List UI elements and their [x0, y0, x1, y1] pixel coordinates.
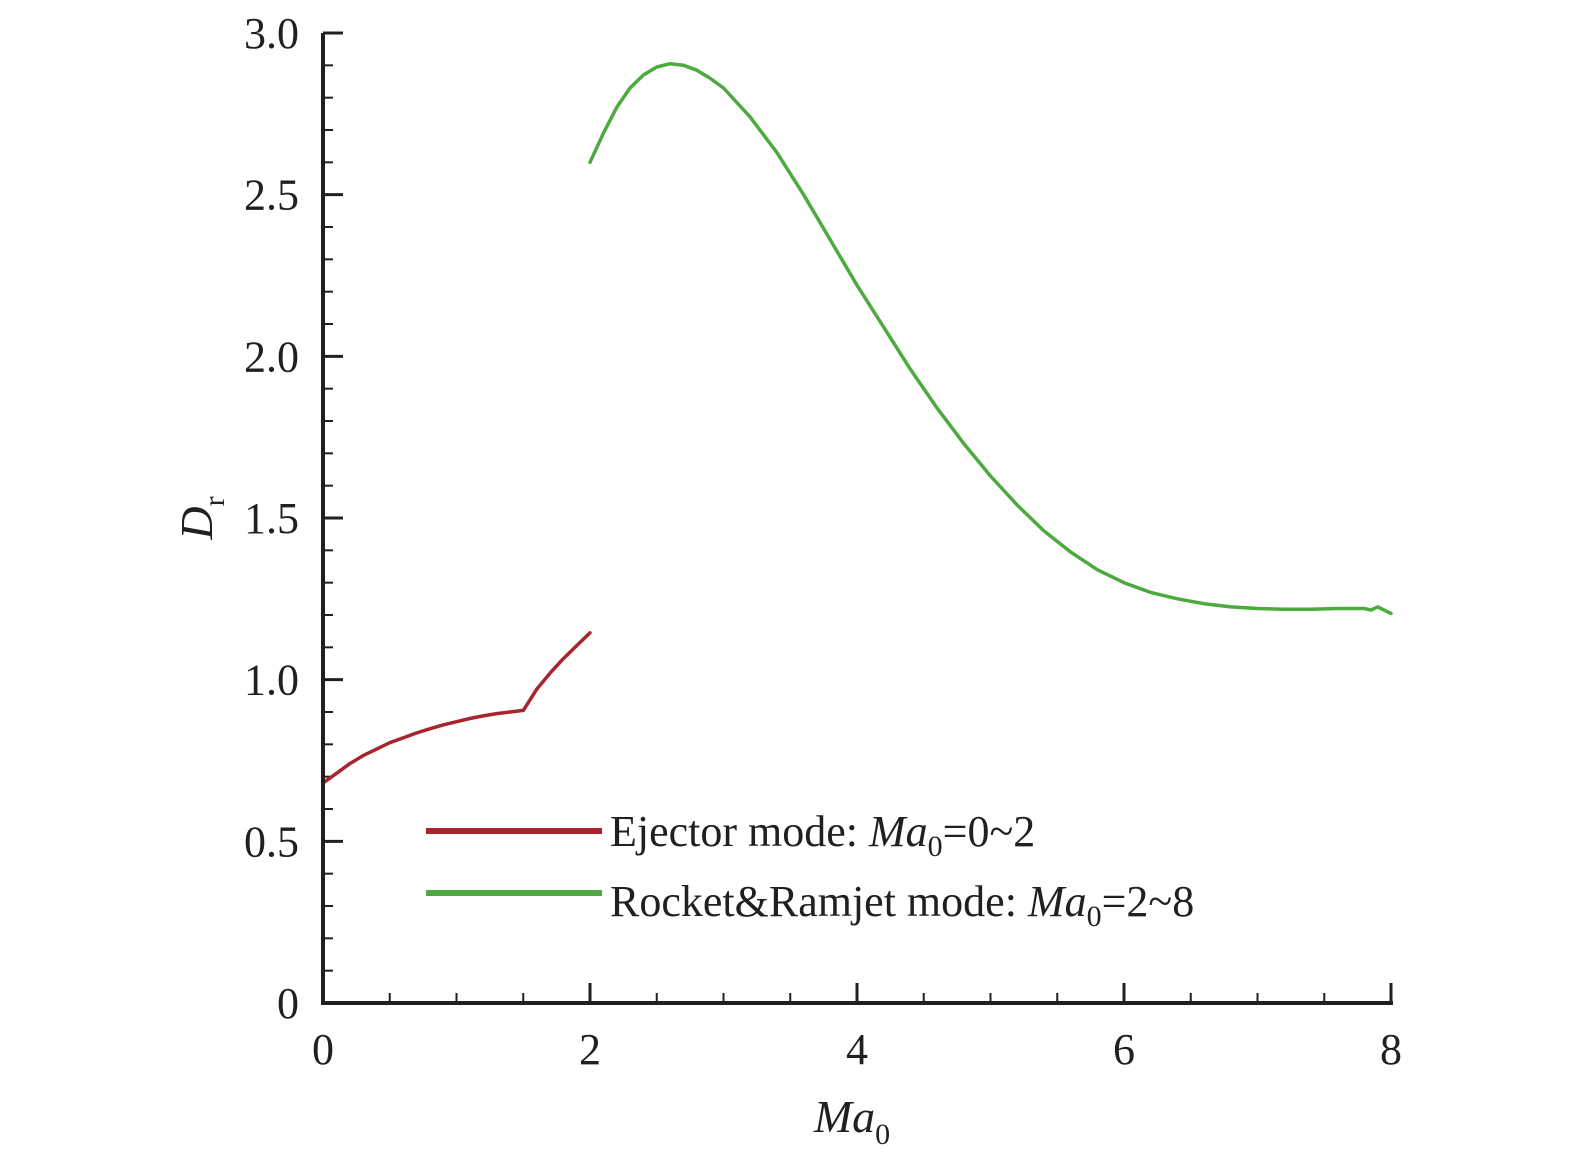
tick-labels: 0 2 4 6 8 0 0.5 1.0 1.5 2.0 2.5 3.0 [244, 9, 1402, 1074]
series-line-ejector [321, 631, 592, 785]
legend-label-rocket-ramjet: Rocket&Ramjet mode: Ma0=2~8 [610, 877, 1194, 933]
series-line-rocket-ramjet [588, 61, 1393, 616]
y-tick-label: 1.5 [244, 494, 299, 543]
x-axis-title-main: Ma [813, 1091, 875, 1142]
x-tick-label: 0 [312, 1025, 334, 1074]
y-tick-label: 0 [277, 979, 299, 1028]
x-tick-label: 6 [1113, 1025, 1135, 1074]
major-ticks [321, 31, 1393, 1005]
x-tick-label: 2 [579, 1025, 601, 1074]
y-tick-label: 2.0 [244, 332, 299, 381]
x-tick-label: 8 [1380, 1025, 1402, 1074]
y-tick-label: 0.5 [244, 817, 299, 866]
y-axis-title-sub: r [198, 496, 231, 506]
y-axis-title: Dr [171, 496, 231, 540]
legend: Ejector mode: Ma0=0~2 Rocket&Ramjet mode… [426, 807, 1194, 933]
legend-label-ejector: Ejector mode: Ma0=0~2 [610, 807, 1035, 863]
minor-ticks [323, 64, 1326, 1003]
y-tick-label: 1.0 [244, 656, 299, 705]
x-tick-label: 4 [846, 1025, 868, 1074]
series-layer [321, 61, 1393, 785]
x-axis-title-sub: 0 [875, 1118, 890, 1151]
y-tick-label: 2.5 [244, 171, 299, 220]
y-tick-label: 3.0 [244, 9, 299, 58]
y-axis-title-main: D [171, 506, 222, 540]
x-axis-title: Ma0 [813, 1091, 890, 1151]
